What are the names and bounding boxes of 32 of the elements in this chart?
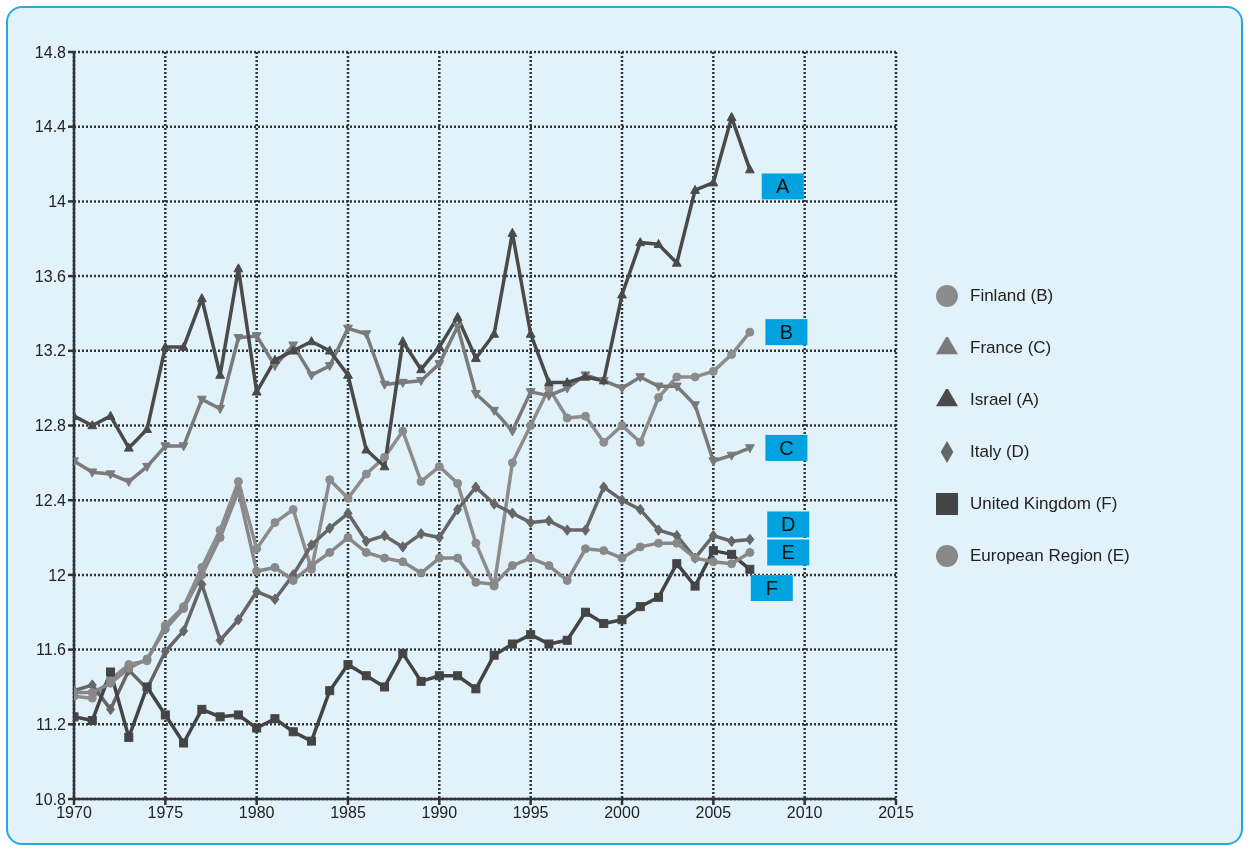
x-tick-label: 1980 — [238, 804, 275, 822]
legend-label: Finland (B) — [970, 285, 1054, 305]
annotation: E — [781, 541, 795, 564]
annotation: A — [776, 175, 791, 198]
y-tick-label: 13.2 — [34, 342, 67, 360]
annotation: F — [765, 576, 778, 599]
legend-label: Italy (D) — [970, 441, 1030, 461]
x-tick-label: 1990 — [421, 804, 458, 822]
y-tick-label: 14.8 — [34, 43, 67, 61]
x-tick-label: 2005 — [695, 804, 732, 822]
legend-label: United Kingdom (F) — [970, 493, 1118, 513]
annotation: D — [781, 513, 796, 536]
x-tick-label: 2000 — [604, 804, 640, 822]
y-tick-label: 11.6 — [36, 641, 67, 659]
x-tick-label: 1995 — [512, 804, 549, 822]
y-tick-label: 13.6 — [34, 267, 67, 285]
x-tick-label: 2015 — [878, 804, 914, 822]
annotation: B — [779, 321, 794, 344]
x-tick-label: 2010 — [786, 804, 823, 822]
legend-label: France (C) — [970, 337, 1052, 357]
y-tick-label: 12.4 — [34, 491, 67, 509]
y-tick-label: 12.8 — [34, 417, 67, 435]
x-tick-label: 1985 — [330, 804, 366, 822]
annotation: C — [779, 436, 794, 459]
y-tick-label: 14 — [48, 193, 67, 211]
y-tick-label: 12 — [48, 566, 67, 584]
x-tick-label: 1975 — [147, 804, 184, 822]
y-tick-label: 11.2 — [36, 715, 67, 733]
y-tick-label: 14.4 — [34, 118, 67, 136]
legend-label: European Region (E) — [970, 545, 1130, 565]
x-tick-label: 1970 — [56, 804, 92, 822]
legend-label: Israel (A) — [970, 389, 1039, 409]
